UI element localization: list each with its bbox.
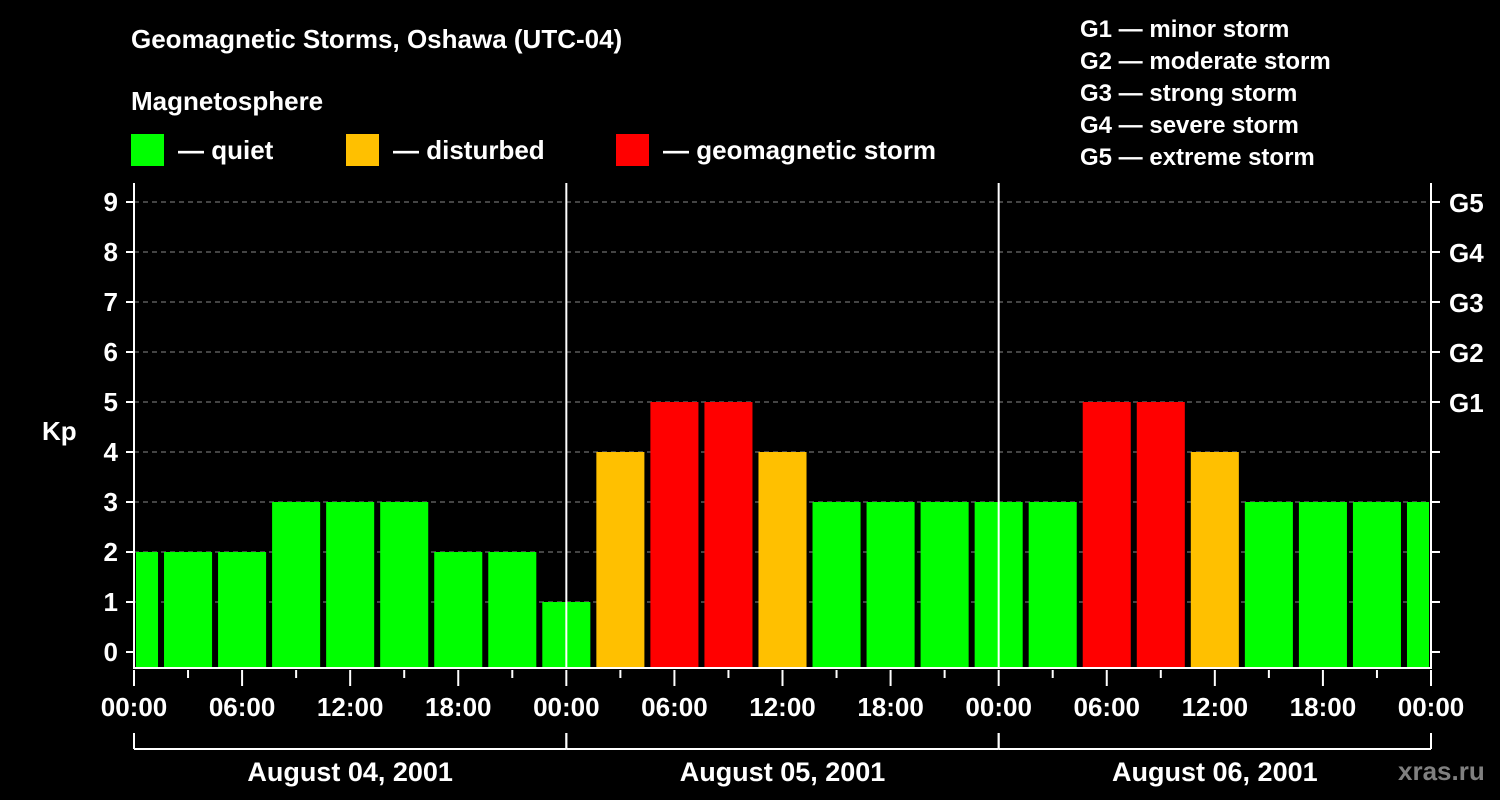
kp-bar	[488, 552, 537, 668]
kp-bar	[758, 452, 807, 668]
kp-bar	[650, 402, 699, 668]
storm-scale-g3: G3 — strong storm	[1080, 80, 1298, 107]
x-tick-label: 12:00	[1182, 692, 1249, 722]
x-tick-label: 18:00	[425, 692, 492, 722]
legend-quiet-label: — quiet	[178, 134, 274, 165]
storm-scale-g4: G4 — severe storm	[1080, 112, 1299, 139]
kp-bar	[1406, 502, 1429, 668]
kp-bar	[136, 552, 159, 668]
y-tick-label: 6	[104, 337, 118, 367]
g-scale-label: G3	[1449, 288, 1484, 318]
y-tick-label: 5	[104, 387, 118, 417]
g-scale-label: G1	[1449, 388, 1484, 418]
kp-bar	[434, 552, 483, 668]
x-tick-label: 06:00	[1074, 692, 1141, 722]
y-axis-label: Kp	[42, 416, 77, 446]
storm-scale-g5: G5 — extreme storm	[1080, 144, 1315, 171]
kp-bar	[920, 502, 969, 668]
x-tick-label: 12:00	[749, 692, 816, 722]
y-tick-label: 3	[104, 487, 118, 517]
kp-bar	[1136, 402, 1185, 668]
x-tick-label: 00:00	[101, 692, 168, 722]
y-tick-label: 2	[104, 537, 118, 567]
kp-bar	[380, 502, 429, 668]
x-tick-label: 06:00	[209, 692, 276, 722]
y-tick-label: 4	[104, 437, 119, 467]
x-tick-label: 06:00	[641, 692, 708, 722]
plot-frame	[133, 183, 1432, 669]
legend-quiet: — quiet	[131, 134, 273, 166]
kp-bar	[1244, 502, 1293, 668]
chart-axes: 0 1 2 3 4 5 6 7 8 9 Kp G1 G2 G3 G4 G5 00:00 06:00 12:00 18:…	[42, 183, 1484, 787]
kp-bars	[136, 402, 1429, 668]
storm-scale-g1: G1 — minor storm	[1080, 16, 1290, 43]
x-tick-label: 00:00	[533, 692, 600, 722]
chart-subtitle: Magnetosphere	[131, 86, 324, 116]
kp-bar	[1190, 452, 1239, 668]
chart-title: Geomagnetic Storms, Oshawa (UTC-04)	[131, 24, 623, 54]
x-tick-label: 00:00	[965, 692, 1032, 722]
quiet-swatch-icon	[131, 134, 164, 166]
legend-storm-label: — geomagnetic storm	[663, 134, 937, 165]
kp-bar	[272, 502, 321, 668]
day-label: August 06, 2001	[1112, 757, 1318, 787]
x-tick-label: 18:00	[1290, 692, 1357, 722]
kp-bar	[326, 502, 375, 668]
day-label: August 05, 2001	[680, 757, 886, 787]
storm-swatch-icon	[616, 134, 649, 166]
x-tick-label: 18:00	[857, 692, 924, 722]
kp-bar	[866, 502, 915, 668]
y-tick-label: 0	[104, 637, 118, 667]
kp-bar	[1352, 502, 1401, 668]
x-tick-label: 12:00	[317, 692, 384, 722]
disturbed-swatch-icon	[346, 134, 379, 166]
kp-bar	[1298, 502, 1347, 668]
g-scale-label: G4	[1449, 238, 1484, 268]
legend-storm: — geomagnetic storm	[616, 134, 936, 166]
y-tick-label: 1	[104, 587, 118, 617]
day-label: August 04, 2001	[247, 757, 453, 787]
kp-bar	[164, 552, 213, 668]
kp-bar	[812, 502, 861, 668]
kp-bar	[1028, 502, 1077, 668]
kp-bar	[596, 452, 645, 668]
x-tick-label: 00:00	[1398, 692, 1465, 722]
y-tick-label: 8	[104, 237, 118, 267]
y-tick-label: 9	[104, 187, 118, 217]
legend-disturbed-label: — disturbed	[393, 134, 545, 165]
kp-bar	[704, 402, 753, 668]
kp-bar	[218, 552, 267, 668]
storm-scale-g2: G2 — moderate storm	[1080, 48, 1331, 75]
storm-scale-legend: G1 — minor storm G2 — moderate storm G3 …	[1080, 14, 1331, 174]
kp-bar	[1082, 402, 1131, 668]
g-scale-label: G5	[1449, 188, 1484, 218]
g-scale-label: G2	[1449, 338, 1484, 368]
watermark: xras.ru	[1398, 756, 1485, 786]
y-tick-label: 7	[104, 287, 118, 317]
legend-disturbed: — disturbed	[346, 134, 545, 166]
